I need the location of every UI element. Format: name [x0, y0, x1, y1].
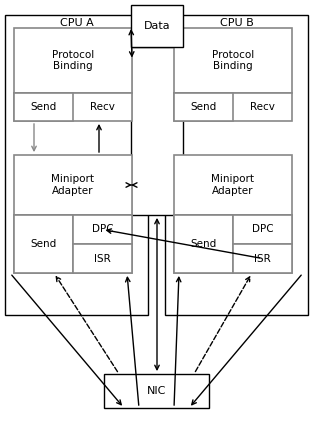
Bar	[174, 93, 292, 121]
Bar	[73, 215, 132, 244]
Text: Send: Send	[190, 239, 217, 249]
Text: Send: Send	[30, 102, 57, 112]
Text: NIC: NIC	[147, 386, 166, 396]
Bar	[174, 93, 233, 121]
Text: DPC: DPC	[92, 224, 113, 234]
Text: Miniport
Adapter: Miniport Adapter	[212, 174, 254, 196]
Bar	[14, 155, 132, 215]
Text: DPC: DPC	[252, 224, 273, 234]
Text: Protocol
Binding: Protocol Binding	[212, 50, 254, 71]
Bar	[233, 244, 292, 273]
Bar	[14, 93, 73, 121]
Bar	[174, 215, 233, 273]
Bar	[5, 15, 148, 315]
Text: Send: Send	[190, 102, 217, 112]
Text: Recv: Recv	[90, 102, 115, 112]
Text: CPU A: CPU A	[59, 18, 93, 28]
Bar	[165, 15, 308, 315]
Text: Recv: Recv	[250, 102, 275, 112]
Text: Data: Data	[144, 21, 170, 31]
Bar	[73, 244, 132, 273]
Bar	[131, 47, 183, 215]
Text: ISR: ISR	[94, 253, 111, 264]
Bar	[174, 28, 292, 93]
Text: ISR: ISR	[254, 253, 271, 264]
Bar	[233, 215, 292, 244]
Bar	[14, 93, 132, 121]
Bar	[104, 374, 209, 408]
Bar	[14, 28, 132, 93]
Text: Send: Send	[30, 239, 57, 249]
Text: Protocol
Binding: Protocol Binding	[52, 50, 94, 71]
Bar	[14, 215, 73, 273]
Bar	[131, 5, 183, 47]
Bar	[14, 215, 132, 273]
Text: CPU B: CPU B	[220, 18, 254, 28]
Bar	[174, 155, 292, 215]
Text: Miniport
Adapter: Miniport Adapter	[52, 174, 95, 196]
Bar	[174, 215, 292, 273]
